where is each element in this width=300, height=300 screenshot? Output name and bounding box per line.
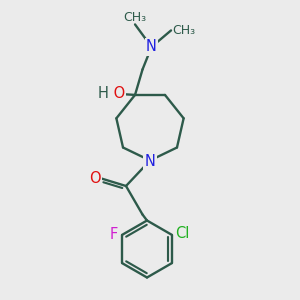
Text: O: O	[89, 171, 100, 186]
Text: CH₃: CH₃	[124, 11, 147, 24]
Text: H: H	[98, 86, 109, 101]
Text: CH₃: CH₃	[172, 24, 196, 37]
Text: N: N	[146, 39, 157, 54]
Text: Cl: Cl	[175, 226, 189, 241]
Text: N: N	[145, 154, 155, 169]
Text: O: O	[109, 86, 125, 101]
Text: F: F	[109, 227, 117, 242]
